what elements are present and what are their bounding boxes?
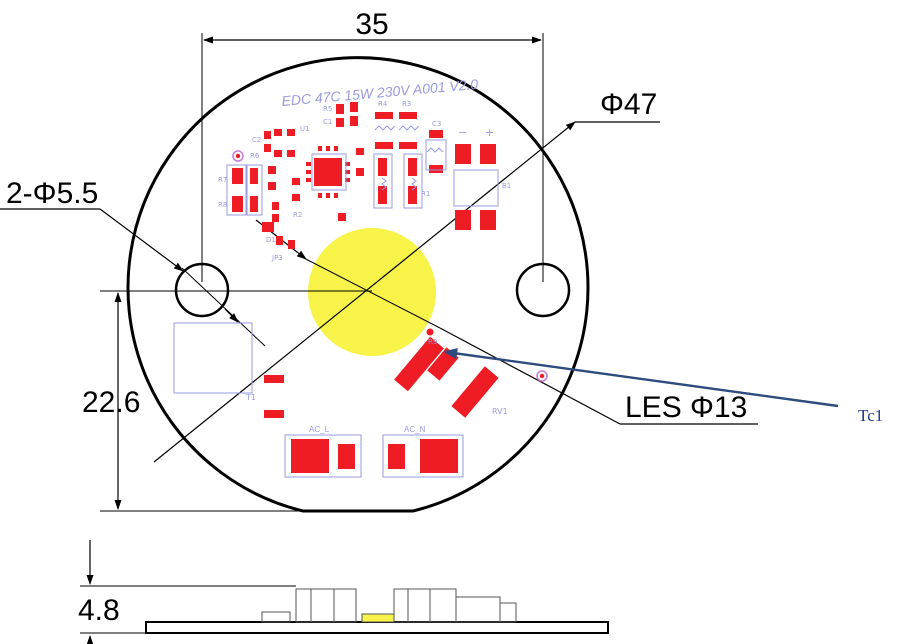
dim-height-label: 22.6 bbox=[82, 386, 140, 419]
svg-text:U1: U1 bbox=[300, 125, 310, 133]
tc1-label: Tc1 bbox=[858, 406, 883, 425]
les-emitter bbox=[308, 228, 436, 356]
dim-holes bbox=[0, 208, 266, 347]
dim-thickness-label: 4.8 bbox=[78, 594, 120, 627]
svg-text:D1: D1 bbox=[266, 236, 276, 244]
svg-text:T1: T1 bbox=[245, 393, 256, 402]
silkscreen-outlines bbox=[173, 125, 499, 478]
svg-text:R1: R1 bbox=[421, 190, 430, 198]
svg-text:R4: R4 bbox=[378, 100, 388, 108]
dim-holes-label: 2-Φ5.5 bbox=[6, 177, 98, 210]
component-pads bbox=[232, 102, 499, 473]
ac-l-label: AC_L bbox=[309, 425, 330, 434]
fiducials bbox=[232, 150, 548, 382]
board-outline bbox=[126, 56, 590, 513]
svg-text:B1: B1 bbox=[502, 182, 511, 190]
svg-text:C2: C2 bbox=[252, 136, 261, 144]
svg-text:C3: C3 bbox=[432, 120, 441, 128]
svg-text:RV1: RV1 bbox=[492, 407, 508, 416]
tc1-callout-arrow bbox=[443, 347, 839, 408]
side-view bbox=[145, 588, 609, 634]
svg-text:R7: R7 bbox=[218, 176, 227, 184]
svg-text:R6: R6 bbox=[250, 152, 260, 160]
dim-thickness bbox=[80, 540, 296, 644]
svg-text:R8: R8 bbox=[218, 201, 227, 209]
svg-text:R9: R9 bbox=[428, 338, 437, 346]
dim-les-label: LES Φ13 bbox=[625, 391, 747, 424]
dim-height bbox=[100, 290, 372, 512]
svg-text:R5: R5 bbox=[323, 105, 332, 113]
dim-width-label: 35 bbox=[355, 8, 388, 41]
dim-diameter-label: Φ47 bbox=[600, 88, 657, 121]
svg-text:R2: R2 bbox=[293, 211, 302, 219]
ref-designators: R5 C1 R4 R3 C3 C2 U1 R6 R7 R8 R2 R1 R9 D… bbox=[218, 100, 511, 416]
svg-text:JP3: JP3 bbox=[271, 254, 283, 262]
polarity-minus: − bbox=[458, 126, 467, 139]
dim-diameter bbox=[153, 121, 660, 463]
svg-text:R3: R3 bbox=[402, 100, 411, 108]
polarity-plus: + bbox=[485, 126, 494, 139]
dim-width bbox=[201, 33, 544, 282]
svg-text:C1: C1 bbox=[323, 118, 332, 126]
ac-n-label: AC_N bbox=[404, 425, 426, 434]
